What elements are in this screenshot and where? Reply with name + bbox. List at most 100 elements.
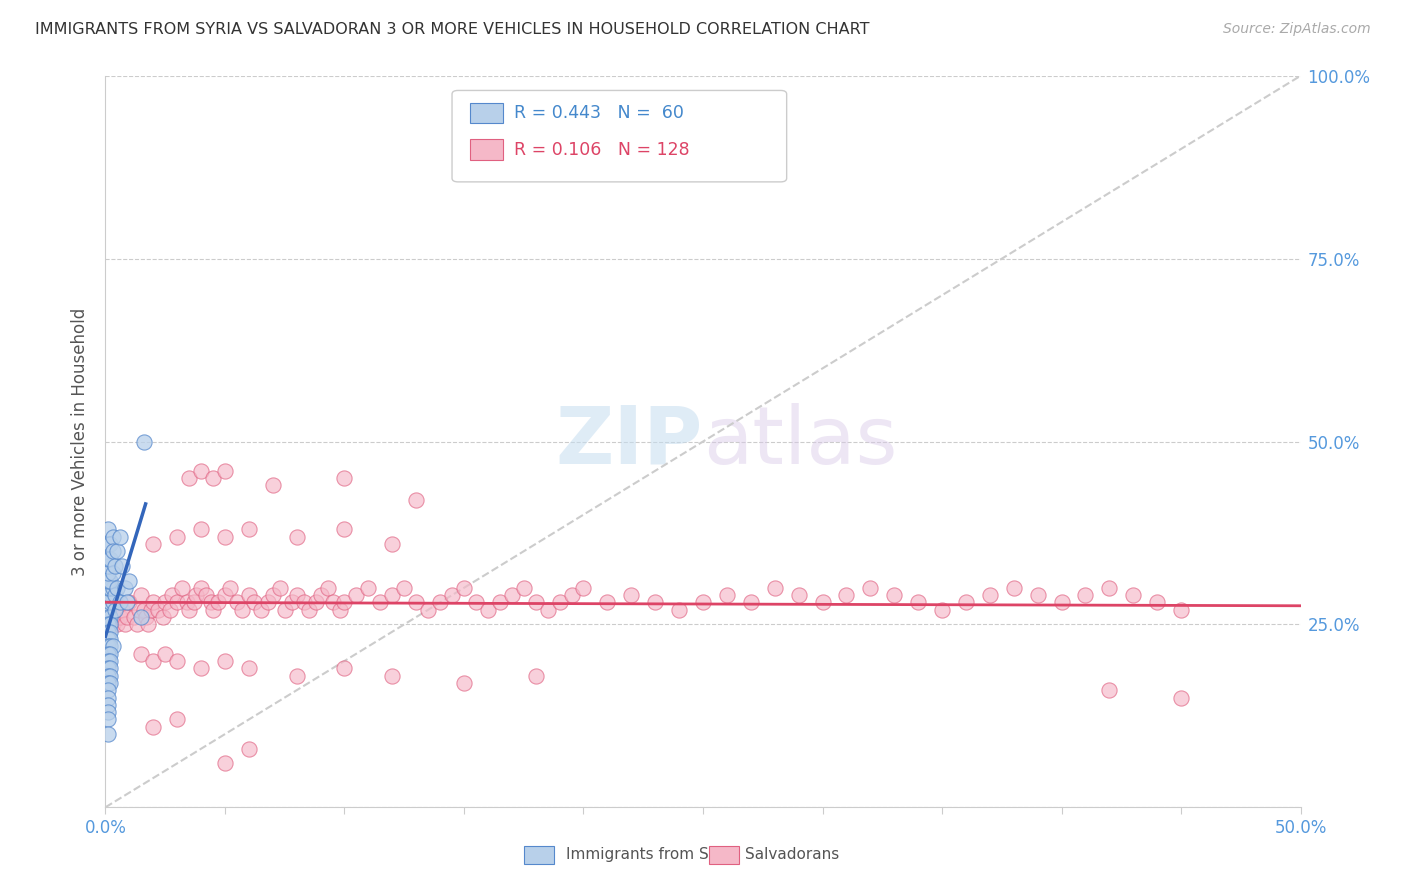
Point	[979, 588, 1001, 602]
Point	[333, 595, 356, 609]
Point	[104, 588, 127, 602]
Point	[128, 603, 150, 617]
Point	[381, 668, 404, 682]
Point	[548, 595, 571, 609]
Point	[97, 566, 120, 581]
Point	[262, 478, 284, 492]
Point	[129, 588, 153, 602]
Point	[166, 595, 188, 609]
Point	[98, 581, 121, 595]
Point	[381, 537, 404, 551]
Point	[98, 574, 121, 588]
Point	[285, 588, 308, 602]
FancyBboxPatch shape	[451, 90, 787, 182]
Point	[98, 551, 121, 566]
Point	[811, 595, 834, 609]
Point	[238, 741, 260, 756]
Point	[620, 588, 643, 602]
Point	[931, 603, 953, 617]
Point	[298, 603, 321, 617]
Point	[115, 610, 138, 624]
Point	[98, 624, 121, 639]
Point	[166, 713, 188, 727]
Point	[97, 713, 120, 727]
Point	[101, 566, 124, 581]
Point	[835, 588, 858, 602]
Point	[97, 727, 120, 741]
Text: Salvadorans: Salvadorans	[745, 847, 839, 863]
Point	[1122, 588, 1144, 602]
Point	[98, 610, 121, 624]
Point	[225, 595, 249, 609]
Point	[129, 647, 153, 661]
Point	[381, 588, 404, 602]
Point	[418, 603, 440, 617]
Point	[97, 558, 120, 573]
Point	[202, 603, 225, 617]
Point	[101, 595, 124, 609]
Point	[1098, 683, 1121, 698]
Point	[292, 595, 315, 609]
Point	[269, 581, 291, 595]
Point	[183, 595, 205, 609]
Point	[159, 603, 181, 617]
Point	[142, 595, 165, 609]
Point	[98, 617, 121, 632]
Point	[177, 603, 201, 617]
Point	[97, 603, 120, 617]
Point	[692, 595, 714, 609]
Point	[231, 603, 253, 617]
Point	[98, 595, 121, 609]
Bar	[524, 846, 554, 864]
Point	[333, 471, 356, 485]
Point	[1050, 595, 1073, 609]
Point	[333, 661, 356, 675]
Point	[97, 610, 120, 624]
Point	[146, 603, 169, 617]
Point	[125, 617, 148, 632]
Point	[104, 558, 127, 573]
Point	[98, 537, 121, 551]
Point	[170, 581, 193, 595]
Point	[97, 624, 120, 639]
Point	[107, 581, 129, 595]
Point	[97, 683, 120, 698]
Point	[118, 574, 141, 588]
Point	[214, 464, 236, 478]
Point	[305, 595, 328, 609]
Point	[262, 588, 284, 602]
Text: ZIP: ZIP	[555, 402, 703, 481]
Point	[97, 588, 120, 602]
Point	[114, 617, 136, 632]
Point	[329, 603, 352, 617]
Point	[214, 756, 236, 771]
Point	[97, 640, 120, 654]
Point	[111, 558, 134, 573]
Point	[214, 530, 236, 544]
Point	[907, 595, 929, 609]
Point	[98, 647, 121, 661]
Point	[97, 647, 120, 661]
Point	[1170, 603, 1192, 617]
Point	[214, 654, 236, 668]
Point	[1146, 595, 1168, 609]
Bar	[709, 846, 740, 864]
Point	[238, 661, 260, 675]
Point	[477, 603, 499, 617]
Point	[524, 595, 547, 609]
Point	[132, 434, 155, 449]
Point	[97, 668, 120, 682]
Point	[107, 617, 129, 632]
Point	[97, 574, 120, 588]
Point	[129, 610, 153, 624]
Point	[97, 581, 120, 595]
Point	[97, 551, 120, 566]
Point	[1098, 581, 1121, 595]
Point	[142, 537, 165, 551]
Point	[138, 617, 160, 632]
Point	[524, 668, 547, 682]
Point	[97, 690, 120, 705]
Point	[250, 603, 273, 617]
Point	[111, 603, 134, 617]
Point	[135, 610, 157, 624]
